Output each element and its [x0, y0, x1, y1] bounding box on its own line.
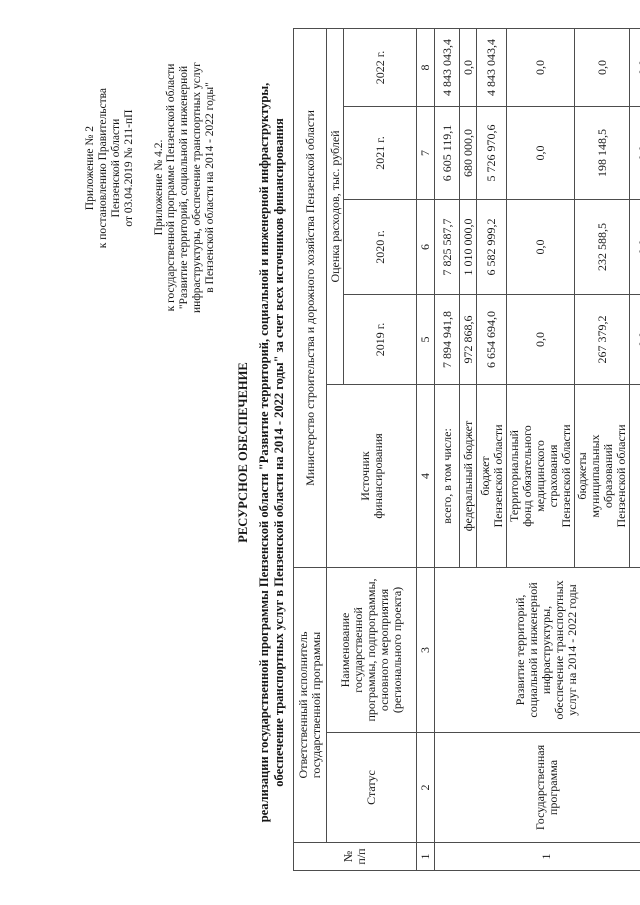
cell-value-2019: 6 654 694,0	[476, 294, 507, 385]
cell-value-2021: 198 148,5	[574, 106, 630, 200]
resources-table: № п/п Ответственный исполнитель государс…	[293, 28, 640, 871]
cell-value-2020: 1 010 000,0	[459, 199, 477, 295]
annex-reference-2: Приложение № 4.2. к государственной прог…	[152, 62, 217, 313]
cell-value-2019: 267 379,2	[574, 294, 630, 385]
cell-value-2019: 972 868,6	[459, 294, 477, 385]
cell-value-2021: 0,0	[506, 106, 575, 200]
header-cell-year-2019: 2019 г.	[343, 294, 417, 385]
header-cell-year-2022: 2022 г.	[343, 28, 417, 107]
cell-value-2022: 0,0	[574, 28, 630, 107]
header-row-columns: Статус Наименование государственной прог…	[326, 28, 417, 870]
col-number-6: 6	[416, 199, 435, 295]
col-number-5: 5	[416, 294, 435, 385]
document-title: РЕСУРСНОЕ ОБЕСПЕЧЕНИЕ	[235, 362, 250, 543]
cell-source-label: бюджет Пензенской области	[476, 384, 507, 568]
cell-value-2022: 0,0	[506, 28, 575, 107]
header-cell-year-2020: 2020 г.	[343, 199, 417, 295]
header-cell-num: № п/п	[293, 842, 417, 871]
cell-value-2019: 0,0	[629, 294, 640, 385]
cell-value-2020: 7 825 587,7	[434, 199, 460, 295]
header-cell-status: Статус	[326, 732, 417, 843]
cell-value-2021: 5 726 970,6	[476, 106, 507, 200]
document-subtitle: реализации государственной программы Пен…	[257, 82, 286, 823]
header-row-responsible: № п/п Ответственный исполнитель государс…	[293, 28, 417, 871]
cell-row-number: 1	[434, 842, 640, 871]
cell-source-label: всего, в том числе:	[434, 384, 460, 568]
col-number-8: 8	[416, 28, 435, 107]
cell-source-label: Территориальный фонд обязательного медиц…	[506, 384, 575, 568]
col-number-3: 3	[416, 567, 435, 733]
col-number-1: 1	[416, 842, 435, 871]
header-cell-source: Источник финансирования	[326, 384, 417, 568]
cell-value-2021: 6 605 119,1	[434, 106, 460, 200]
cell-value-2020: 6 582 999,2	[476, 199, 507, 295]
cell-value-2019: 7 894 941,8	[434, 294, 460, 385]
cell-program-name: Развитие территорий, социальной и инжене…	[434, 567, 640, 733]
cell-value-2020: 232 588,5	[574, 199, 630, 295]
col-number-7: 7	[416, 106, 435, 200]
cell-value-2022: 0,0	[629, 28, 640, 107]
header-cell-name: Наименование государственной программы, …	[326, 567, 417, 733]
col-number-2: 2	[416, 732, 435, 843]
cell-value-2022: 0,0	[459, 28, 477, 107]
annex-blocks: Приложение № 2 к постановлению Правитель…	[0, 0, 217, 905]
cell-value-2021: 0,0	[629, 106, 640, 200]
col-number-4: 4	[416, 384, 435, 568]
cell-value-2022: 4 843 043,4	[476, 28, 507, 107]
header-cell-expenses: Оценка расходов, тыс. рублей	[326, 28, 344, 385]
header-cell-responsible-value: Министерство строительства и дорожного х…	[293, 28, 327, 568]
annex-reference-1: Приложение № 2 к постановлению Правитель…	[84, 88, 135, 249]
cell-value-2022: 4 843 043,4	[434, 28, 460, 107]
cell-value-2020: 0,0	[629, 199, 640, 295]
cell-value-2021: 680 000,0	[459, 106, 477, 200]
cell-source-label: иные источники	[629, 384, 640, 568]
column-number-row: 1 2 3 4 5 6 7 8	[416, 28, 435, 871]
cell-source-label: федеральный бюджет	[459, 384, 477, 568]
cell-source-label: бюджеты муниципальных образований Пензен…	[574, 384, 630, 568]
cell-value-2020: 0,0	[506, 199, 575, 295]
data-row-total: 1 Государственная программа Развитие тер…	[434, 28, 640, 871]
cell-status: Государственная программа	[434, 732, 640, 843]
header-cell-responsible-label: Ответственный исполнитель государственно…	[293, 567, 327, 843]
header-cell-year-2021: 2021 г.	[343, 106, 417, 200]
cell-value-2019: 0,0	[506, 294, 575, 385]
